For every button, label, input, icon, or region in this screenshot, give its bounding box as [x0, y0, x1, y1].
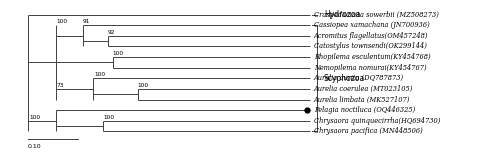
Text: 73: 73 [56, 83, 64, 88]
Text: Cassiopea xamachana (JN700936): Cassiopea xamachana (JN700936) [314, 21, 430, 29]
Text: Aurelia aurita (DQ787873): Aurelia aurita (DQ787873) [314, 74, 404, 82]
Text: 100: 100 [103, 115, 114, 119]
Text: Catostylus townsendi(OK299144): Catostylus townsendi(OK299144) [314, 43, 426, 50]
Text: Chrysaora pacifica (MN448506): Chrysaora pacifica (MN448506) [314, 127, 422, 135]
Text: Nemopilema nomurai(KY454767): Nemopilema nomurai(KY454767) [314, 64, 426, 72]
Text: Aurelia coerulea (MT023105): Aurelia coerulea (MT023105) [314, 85, 413, 93]
Text: Rhopilema esculentum(KY454768): Rhopilema esculentum(KY454768) [314, 53, 430, 61]
Text: 100: 100 [56, 19, 68, 24]
Text: Pelagia noctiluca (OQ446325): Pelagia noctiluca (OQ446325) [314, 106, 415, 114]
Text: Chrysaora quinquecirrha(HQ694730): Chrysaora quinquecirrha(HQ694730) [314, 117, 440, 125]
Text: Aurelia limbata (MK527107): Aurelia limbata (MK527107) [314, 95, 410, 104]
Text: 100: 100 [94, 72, 105, 77]
Text: 92: 92 [108, 30, 116, 35]
Text: 100: 100 [113, 51, 124, 56]
Text: Scyphozoa: Scyphozoa [324, 74, 365, 83]
Text: Hydrozoa: Hydrozoa [324, 10, 360, 19]
Text: 100: 100 [29, 115, 40, 119]
Text: 0.10: 0.10 [28, 144, 42, 149]
Text: 100: 100 [138, 83, 149, 88]
Text: Craspedacusta sowerbii (MZ508273): Craspedacusta sowerbii (MZ508273) [314, 11, 438, 19]
Text: 91: 91 [83, 19, 90, 24]
Text: Acromitus flagellatus(OM457248): Acromitus flagellatus(OM457248) [314, 32, 428, 40]
